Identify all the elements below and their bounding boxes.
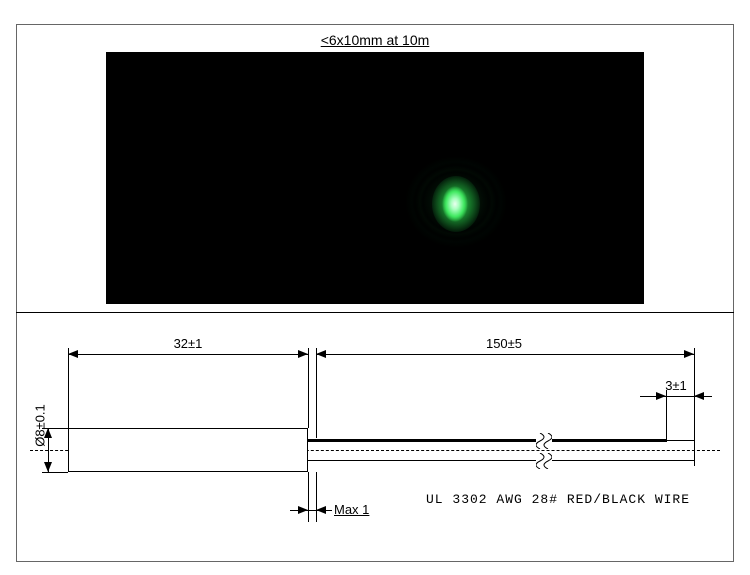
dim-wire-arrow-l: [316, 350, 326, 358]
dim-wire-ext-r: [694, 348, 695, 466]
dim-dia-ext-b: [42, 472, 68, 473]
break-mark-top: [536, 433, 544, 447]
wire-top-ins-a: [308, 439, 536, 442]
wire-top-tip: [666, 440, 694, 441]
wire-top-ins-b: [552, 439, 666, 442]
break-mark-bot: [536, 453, 544, 467]
dim-body-ext-l: [68, 348, 69, 428]
wire-bot-ins-b: [552, 460, 666, 461]
dim-wire-line: [316, 354, 694, 355]
max1-arrow-a: [298, 506, 308, 514]
dim-dia-arrow-b: [44, 462, 52, 472]
dim-wire-ext-l: [316, 348, 317, 438]
max1-ext-b: [316, 472, 317, 522]
dim-body-arrow-r: [298, 350, 308, 358]
dim-body-label: 32±1: [160, 336, 216, 351]
laser-core: [442, 186, 468, 222]
dim-wire-arrow-r: [684, 350, 694, 358]
dim-strip-arrow-r: [694, 392, 704, 400]
dim-body-arrow-l: [68, 350, 78, 358]
max1-ext-a: [308, 472, 309, 522]
panel-divider: [16, 312, 734, 313]
wire-spec-note: UL 3302 AWG 28# RED/BLACK WIRE: [426, 492, 690, 507]
dim-dia-label: Ø8±0.1: [33, 396, 48, 456]
max1-arrow-b: [316, 506, 326, 514]
wire-bot-ins-a: [308, 460, 536, 461]
laser-spot-photo: [106, 52, 644, 304]
dim-strip-label: 3±1: [656, 378, 696, 393]
dim-wire-label: 150±5: [474, 336, 534, 351]
wire-bot-tip: [666, 460, 694, 461]
dim-body-ext-r: [308, 348, 309, 428]
dim-strip-arrow-l: [656, 392, 666, 400]
dim-body-line: [68, 354, 308, 355]
laser-module-body: [68, 428, 308, 472]
dim-strip-ext: [666, 390, 667, 442]
max1-label: Max 1: [334, 502, 384, 517]
page-title: <6x10mm at 10m: [270, 32, 480, 48]
